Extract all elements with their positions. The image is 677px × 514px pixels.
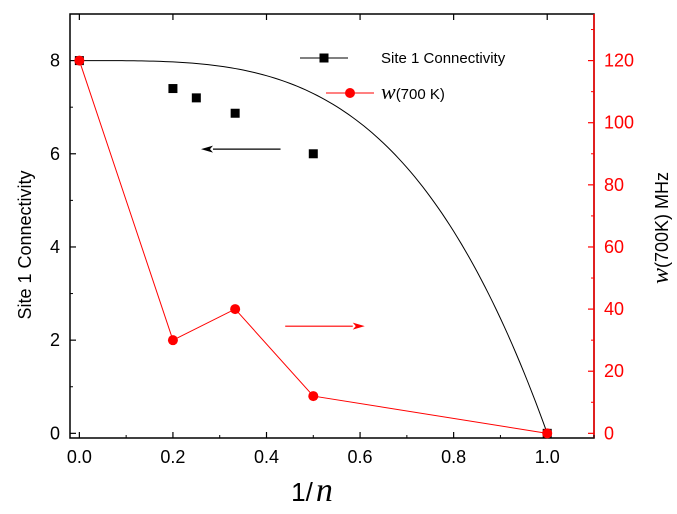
legend-marker-w bbox=[345, 88, 355, 98]
legend-label-w-variable: w bbox=[381, 79, 396, 104]
data-point bbox=[168, 84, 178, 94]
y-right-tick-label: 0 bbox=[604, 423, 614, 443]
y-left-tick-label: 2 bbox=[50, 330, 60, 350]
y-left-axis-ticks: 0 2 4 6 8 bbox=[50, 51, 76, 443]
annotation-arrow bbox=[285, 322, 365, 330]
series-line bbox=[78, 60, 548, 434]
y-left-tick-label: 6 bbox=[50, 144, 60, 164]
series-layer bbox=[74, 55, 553, 439]
series-line bbox=[79, 60, 548, 434]
x-axis-title-variable: n bbox=[316, 472, 333, 509]
annotation-layer bbox=[201, 145, 365, 330]
data-point bbox=[308, 391, 319, 402]
arrow-head bbox=[201, 145, 213, 153]
x-tick-label: 0.0 bbox=[67, 447, 92, 467]
legend-label-site1: Site 1 Connectivity bbox=[381, 50, 506, 67]
series-0 bbox=[74, 56, 552, 438]
data-point bbox=[191, 93, 201, 103]
y-left-tick-label: 0 bbox=[50, 423, 60, 443]
annotation-arrow bbox=[201, 145, 281, 153]
x-axis-title-prefix: 1/ bbox=[291, 477, 313, 507]
y-right-tick-label: 60 bbox=[604, 237, 624, 257]
plot-frame bbox=[69, 13, 595, 439]
y-right-tick-label: 20 bbox=[604, 361, 624, 381]
legend-marker-site1 bbox=[319, 53, 329, 63]
legend-label-w-suffix: (700 K) bbox=[396, 86, 445, 103]
y-right-tick-label: 80 bbox=[604, 175, 624, 195]
series-1 bbox=[74, 55, 553, 439]
y-right-tick-label: 40 bbox=[604, 299, 624, 319]
data-point bbox=[308, 149, 318, 159]
x-tick-label: 0.4 bbox=[254, 447, 279, 467]
legend: Site 1 Connectivity w(700 K) bbox=[300, 50, 506, 104]
y-left-axis-title: Site 1 Connectivity bbox=[15, 170, 35, 319]
y-left-tick-label: 4 bbox=[50, 237, 60, 257]
arrow-head bbox=[352, 322, 365, 330]
plot-frame-group bbox=[69, 13, 595, 439]
x-tick-label: 0.8 bbox=[441, 447, 466, 467]
x-tick-label: 1.0 bbox=[535, 447, 560, 467]
y-left-tick-label: 8 bbox=[50, 51, 60, 71]
x-axis-title: 1/n bbox=[291, 472, 333, 509]
y-right-axis-title-suffix: (700K) MHz bbox=[652, 172, 672, 268]
data-point bbox=[167, 335, 178, 346]
data-point bbox=[230, 108, 240, 118]
y-right-axis-title-variable: w bbox=[648, 268, 674, 284]
legend-label-w: w(700 K) bbox=[381, 79, 445, 104]
x-tick-label: 0.2 bbox=[160, 447, 185, 467]
y-right-axis-ticks: 0 20 40 60 80 100 120 bbox=[588, 29, 634, 443]
y-right-tick-label: 100 bbox=[604, 113, 634, 133]
x-tick-label: 0.6 bbox=[348, 447, 373, 467]
x-axis-ticks: 0.0 0.2 0.4 0.6 0.8 1.0 bbox=[67, 14, 595, 467]
y-right-axis-title: w(700K) MHz bbox=[648, 172, 674, 284]
data-point bbox=[230, 304, 241, 315]
y-right-tick-label: 120 bbox=[604, 51, 634, 71]
data-point bbox=[542, 428, 553, 439]
data-point bbox=[74, 55, 85, 66]
